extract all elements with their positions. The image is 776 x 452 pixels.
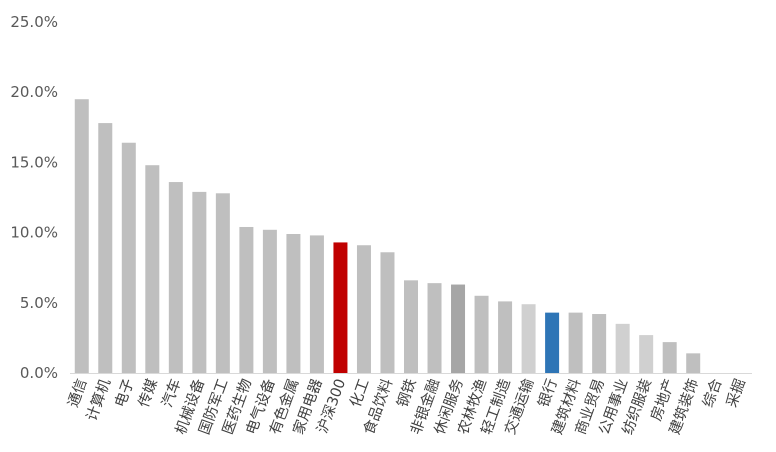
bar	[121, 142, 136, 373]
x-tick-label: 汽车	[159, 377, 185, 410]
bar	[309, 235, 324, 373]
x-tick-label: 采掘	[723, 377, 749, 410]
x-tick-label: 钢铁	[394, 377, 420, 410]
bar	[239, 226, 254, 373]
bar	[615, 323, 630, 373]
y-tick-label: 0.0%	[20, 364, 58, 382]
bar	[592, 314, 607, 373]
x-tick-label: 通信	[65, 377, 91, 410]
bar	[192, 191, 207, 373]
bars	[74, 99, 701, 373]
bar	[145, 165, 160, 373]
bar	[427, 283, 442, 373]
bar	[333, 242, 348, 373]
bar	[404, 280, 418, 373]
bar	[74, 99, 89, 373]
bar	[662, 342, 677, 373]
bar	[545, 312, 560, 373]
bar	[568, 312, 583, 373]
y-axis-ticks: 0.0% 5.0% 10.0% 15.0% 20.0% 25.0%	[10, 13, 58, 382]
bar	[639, 335, 654, 373]
bar	[98, 123, 113, 373]
x-tick-label: 化工	[347, 377, 373, 410]
bar	[356, 245, 371, 373]
bar	[521, 304, 536, 373]
bar	[474, 295, 489, 373]
bar	[686, 353, 701, 373]
bar	[451, 284, 466, 373]
bar	[498, 301, 513, 373]
y-tick-label: 10.0%	[10, 224, 58, 242]
y-tick-label: 20.0%	[10, 83, 58, 101]
x-tick-label: 综合	[700, 376, 726, 410]
y-tick-label: 5.0%	[20, 294, 58, 312]
x-tick-label: 银行	[535, 377, 561, 410]
x-tick-label: 传媒	[135, 376, 161, 410]
bar	[262, 229, 277, 373]
bar	[380, 252, 395, 373]
bar	[168, 182, 183, 373]
bar	[215, 193, 230, 373]
x-tick-label: 电子	[112, 377, 138, 410]
x-axis-labels: 通信计算机电子传媒汽车机械设备国防军工医药生物电气设备有色金属家用电器沪深300…	[65, 376, 749, 437]
y-tick-label: 15.0%	[10, 153, 58, 171]
bar	[286, 234, 301, 373]
y-tick-label: 25.0%	[10, 13, 58, 31]
